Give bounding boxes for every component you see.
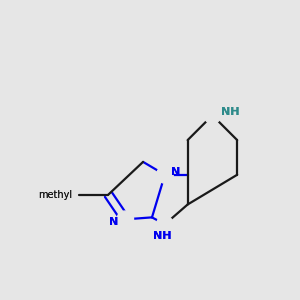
- Text: N: N: [171, 167, 180, 177]
- Text: N: N: [109, 217, 118, 227]
- Text: methyl: methyl: [39, 190, 73, 200]
- Text: NH: NH: [153, 231, 171, 241]
- Circle shape: [117, 211, 134, 228]
- Circle shape: [157, 216, 173, 232]
- Text: N: N: [109, 217, 118, 227]
- Circle shape: [204, 107, 221, 124]
- Circle shape: [157, 167, 173, 183]
- Text: NH: NH: [221, 107, 240, 117]
- Text: N: N: [171, 167, 180, 177]
- Text: NH: NH: [153, 231, 171, 241]
- Text: NH: NH: [221, 107, 240, 117]
- Text: methyl: methyl: [39, 190, 73, 200]
